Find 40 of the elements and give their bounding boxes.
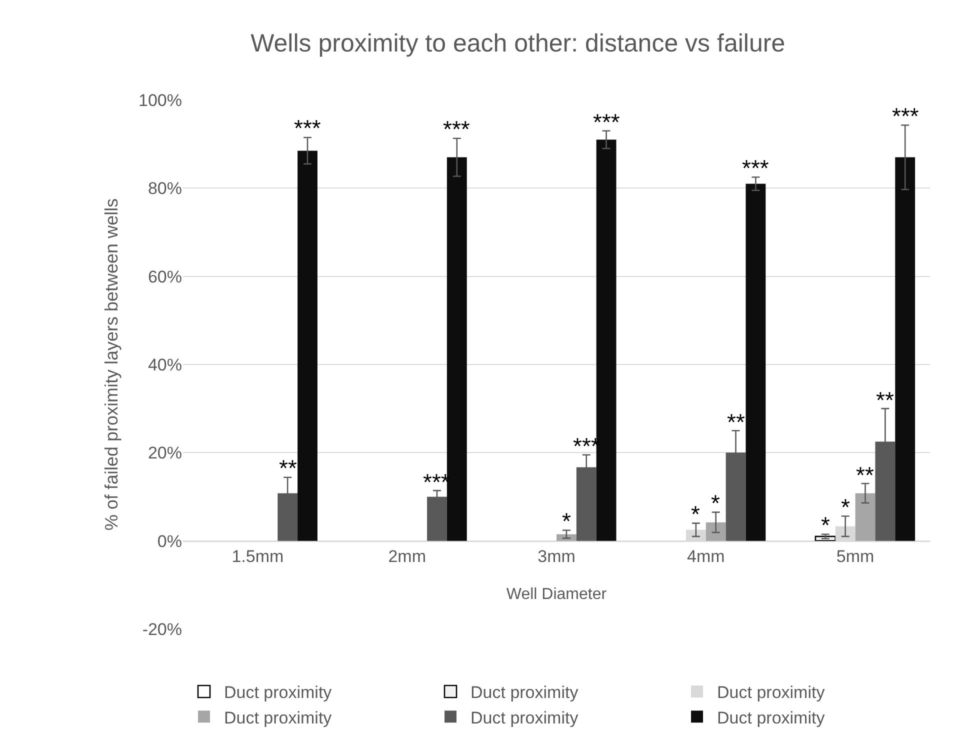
legend-label: Duct proximity [224, 683, 332, 702]
x-tick-label: 4mm [687, 547, 725, 566]
data-label: * [841, 494, 850, 520]
legend-label: Duct proximity [470, 708, 579, 728]
legend-label: Duct proximity [717, 683, 826, 702]
data-label: *** [443, 116, 470, 142]
data-label: ** [279, 455, 297, 481]
data-label: *** [294, 115, 321, 141]
data-label: * [691, 501, 700, 527]
data-label: ** [856, 462, 874, 488]
y-tick-label: 80% [148, 179, 182, 198]
chart-title: Wells proximity to each other: distance vs failure [250, 30, 786, 58]
data-label: * [562, 508, 571, 534]
y-tick-label: 20% [148, 444, 182, 463]
legend-label: Duct proximity [470, 683, 579, 702]
data-label: ** [727, 409, 745, 435]
data-label: *** [593, 109, 620, 135]
y-tick-label: 0% [157, 532, 182, 551]
y-tick-label: 60% [148, 267, 182, 286]
bar [298, 150, 318, 541]
data-label: *** [892, 103, 919, 129]
x-tick-label: 1.5mm [232, 547, 284, 566]
x-tick-label: 3mm [538, 547, 576, 566]
x-tick-label: 2mm [388, 547, 426, 566]
legend-label: Duct proximity [224, 708, 332, 728]
x-axis-title: Well Diameter [506, 586, 608, 603]
bar [895, 157, 916, 541]
data-label: ** [876, 387, 894, 413]
y-tick-label: -20% [142, 620, 182, 639]
bar [746, 184, 766, 541]
bar [855, 493, 876, 541]
y-tick-label: 40% [148, 355, 182, 374]
y-tick-label: 100% [138, 90, 182, 110]
legend-label: Duct proximity [717, 708, 826, 728]
bar [706, 522, 726, 541]
y-axis-title: % of failed proximity layers between wells [102, 198, 122, 531]
data-label: *** [742, 155, 769, 181]
data-label: * [821, 512, 830, 538]
x-tick-label: 5mm [836, 547, 874, 566]
data-label: * [711, 490, 720, 516]
